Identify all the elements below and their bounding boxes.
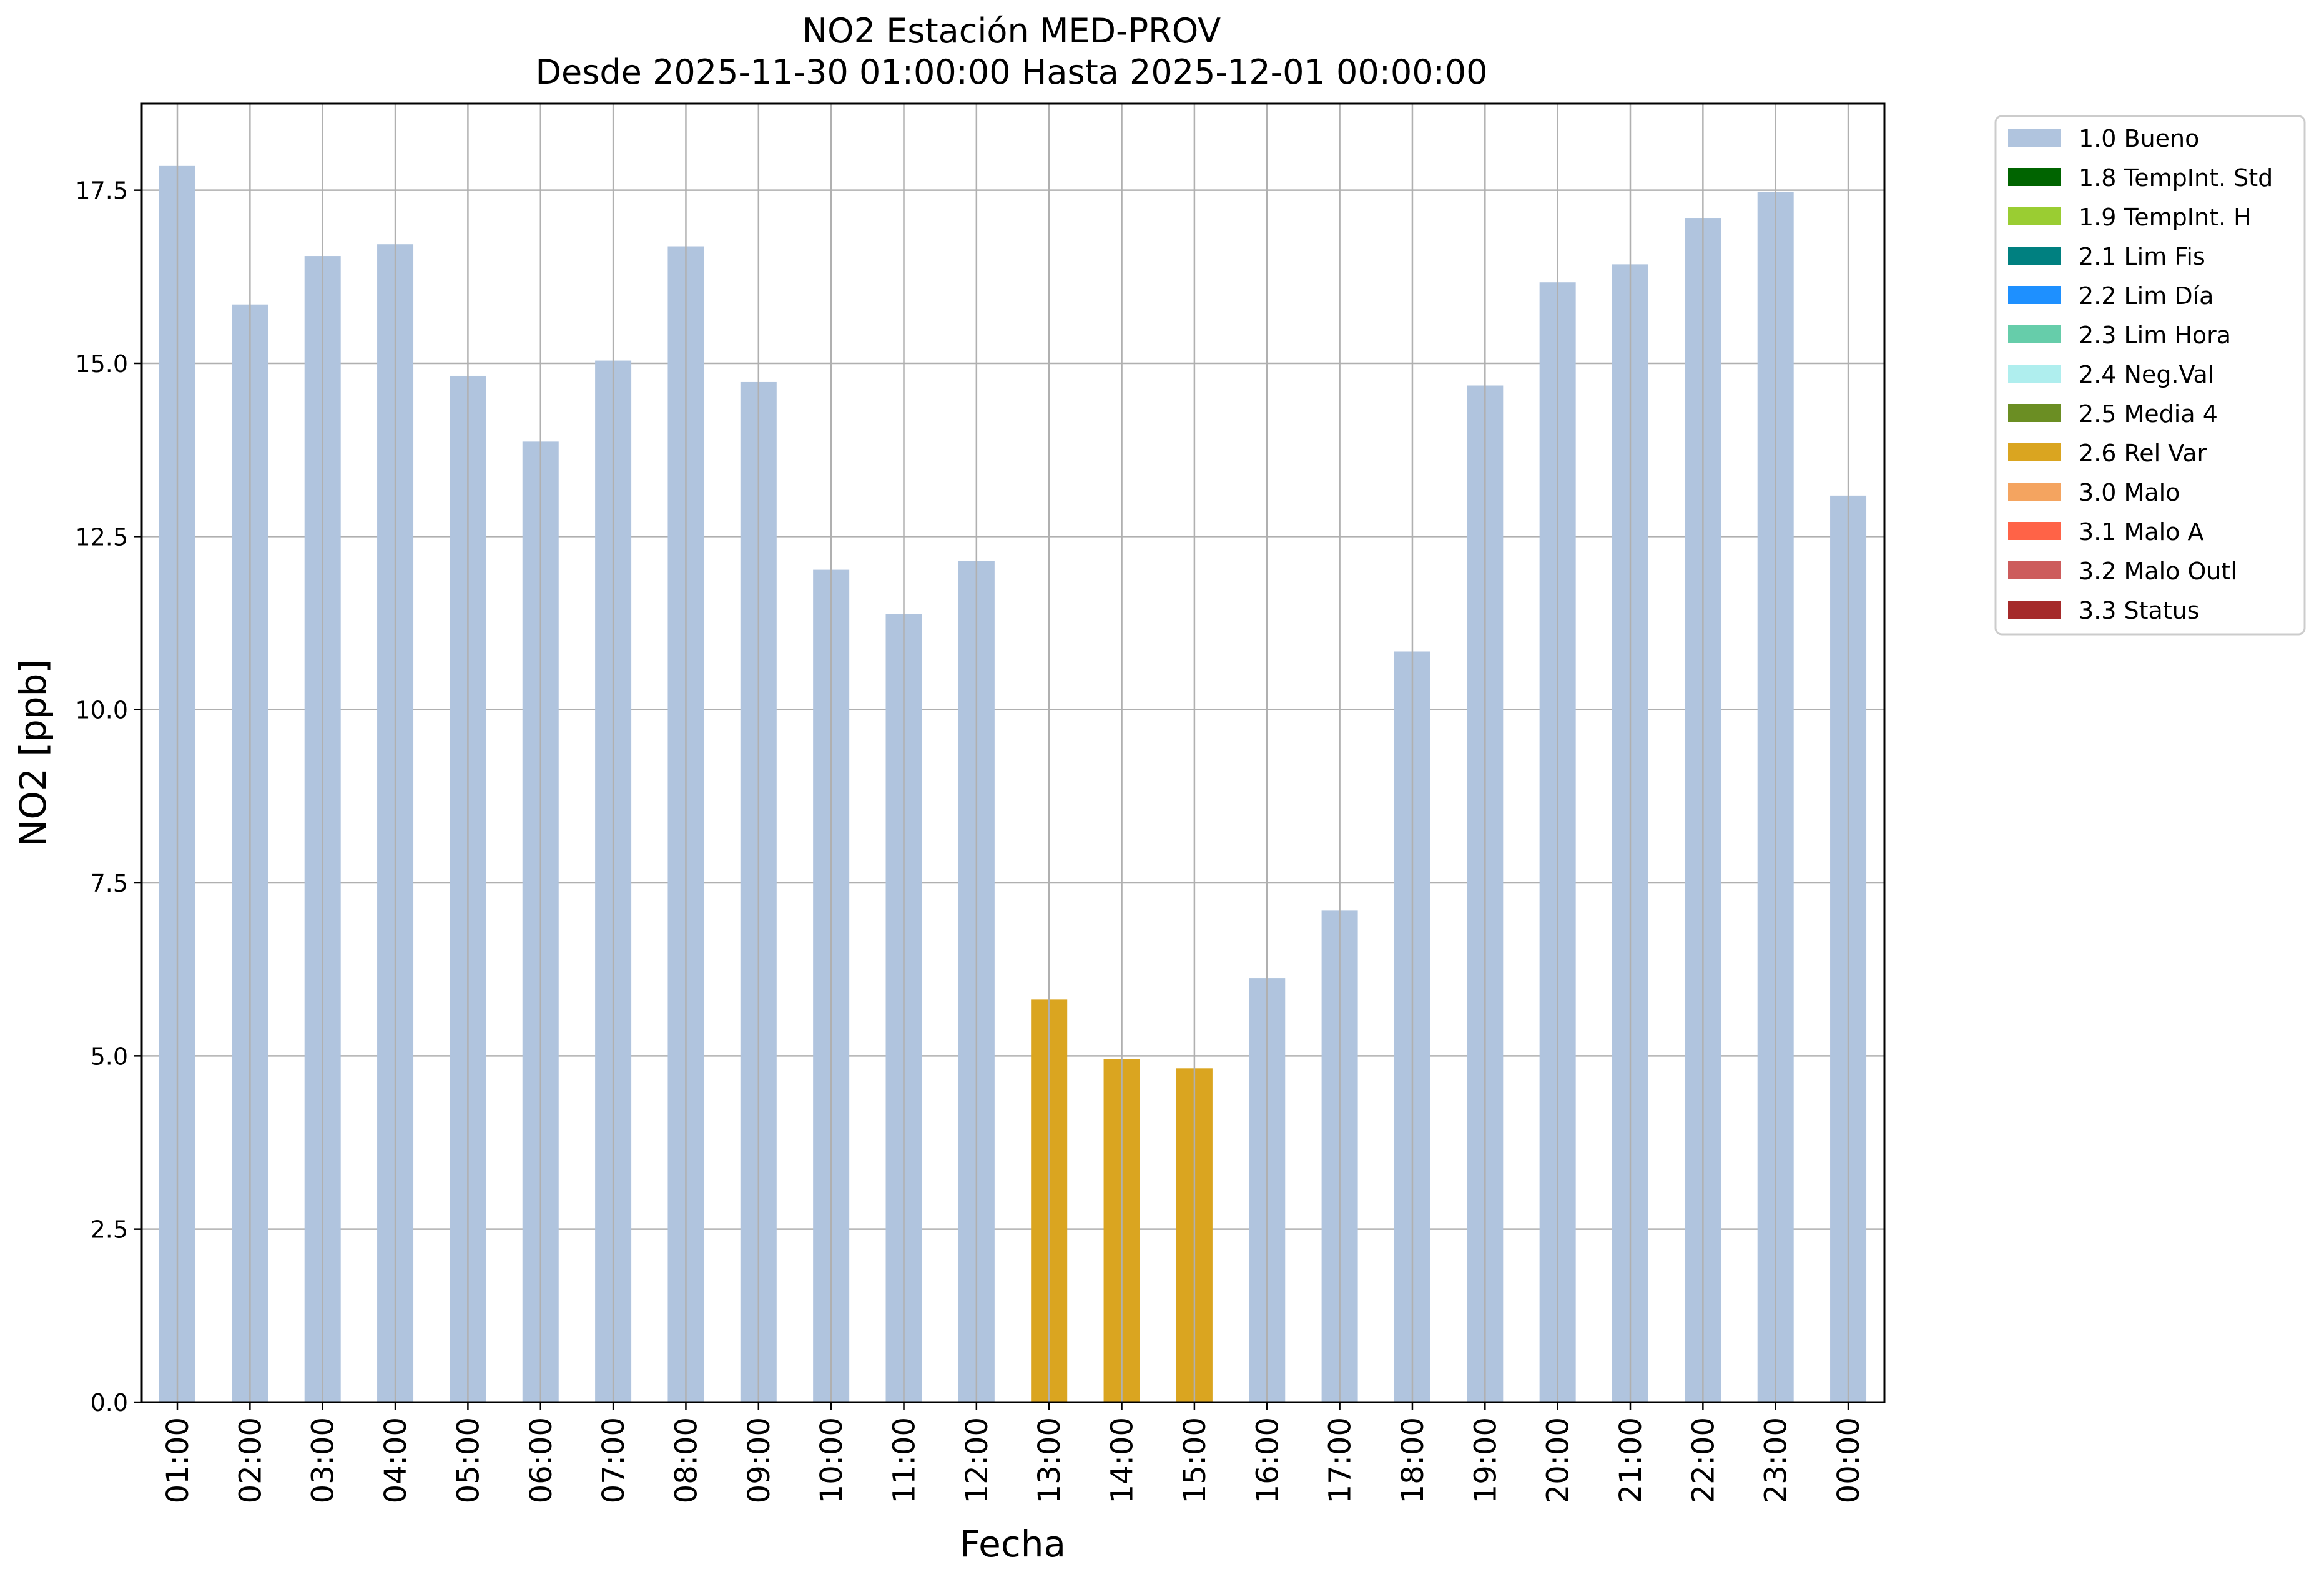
x-tick-label: 18:00 — [1396, 1417, 1430, 1503]
legend-swatch — [2008, 601, 2061, 619]
x-tick-label: 12:00 — [960, 1417, 995, 1503]
legend-label: 1.8 TempInt. Std — [2079, 164, 2273, 192]
x-tick-label: 10:00 — [814, 1417, 849, 1503]
x-tick-label: 19:00 — [1468, 1417, 1503, 1503]
legend-label: 2.5 Media 4 — [2079, 400, 2218, 428]
legend-swatch — [2008, 207, 2061, 225]
legend-label: 3.1 Malo A — [2079, 518, 2203, 546]
legend-swatch — [2008, 443, 2061, 461]
x-tick-label: 03:00 — [306, 1417, 341, 1503]
legend-swatch — [2008, 483, 2061, 501]
x-tick-label: 02:00 — [233, 1417, 268, 1503]
legend-label: 2.1 Lim Fis — [2079, 243, 2205, 270]
chart-title: NO2 Estación MED-PROV — [802, 11, 1221, 51]
legend-swatch — [2008, 247, 2061, 265]
legend-label: 2.3 Lim Hora — [2079, 322, 2231, 349]
x-tick-label: 21:00 — [1613, 1417, 1648, 1503]
y-axis: 0.0 2.5 5.0 7.5 10.0 12.5 15.0 17.5 — [75, 177, 142, 1417]
x-tick-label: 09:00 — [742, 1417, 777, 1503]
legend-swatch — [2008, 168, 2061, 186]
y-tick-label: 0.0 — [91, 1389, 128, 1417]
y-axis-label: NO2 [ppb] — [12, 659, 54, 847]
x-tick-label: 08:00 — [669, 1417, 704, 1503]
legend-label: 3.3 Status — [2079, 597, 2200, 624]
legend-label: 1.9 TempInt. H — [2079, 204, 2252, 231]
legend-label: 2.2 Lim Día — [2079, 282, 2213, 310]
legend-swatch — [2008, 522, 2061, 540]
y-tick-label: 15.0 — [75, 350, 128, 378]
legend-label: 3.0 Malo — [2079, 479, 2180, 506]
y-tick-label: 10.0 — [75, 697, 128, 724]
x-tick-label: 14:00 — [1105, 1417, 1140, 1503]
legend-swatch — [2008, 129, 2061, 147]
legend-swatch — [2008, 286, 2061, 304]
y-tick-label: 5.0 — [91, 1043, 128, 1070]
legend: 1.0 Bueno 1.8 TempInt. Std 1.9 TempInt. H 2… — [1994, 115, 2306, 636]
legend-swatch — [2008, 365, 2061, 383]
chart-subtitle: Desde 2025-11-30 01:00:00 Hasta 2025-12-… — [535, 52, 1488, 92]
x-tick-label: 17:00 — [1323, 1417, 1358, 1503]
grid-lines — [142, 189, 1884, 1403]
x-tick-label: 00:00 — [1831, 1417, 1866, 1503]
x-tick-label: 06:00 — [524, 1417, 559, 1503]
x-axis-label: Fecha — [960, 1523, 1066, 1565]
x-axis: 01:00 02:00 03:00 04:00 05:00 06:00 07:00 08:00… — [160, 1402, 1866, 1503]
legend-label: 1.0 Bueno — [2079, 125, 2199, 152]
x-tick-label: 01:00 — [160, 1417, 195, 1503]
x-tick-label: 05:00 — [451, 1417, 486, 1503]
legend-swatch — [2008, 561, 2061, 579]
legend-box — [1994, 115, 2306, 636]
y-tick-label: 7.5 — [91, 870, 128, 897]
x-tick-label: 07:00 — [596, 1417, 631, 1503]
x-tick-label: 20:00 — [1541, 1417, 1576, 1503]
x-tick-label: 13:00 — [1032, 1417, 1067, 1503]
x-tick-label: 15:00 — [1178, 1417, 1213, 1503]
x-tick-label: 04:00 — [378, 1417, 413, 1503]
x-tick-label: 11:00 — [887, 1417, 922, 1503]
bars — [159, 104, 1867, 1403]
y-tick-label: 2.5 — [91, 1216, 128, 1244]
x-tick-label: 22:00 — [1686, 1417, 1721, 1503]
legend-label: 3.2 Malo Outl — [2079, 558, 2237, 585]
legend-label: 2.4 Neg.Val — [2079, 361, 2214, 388]
legend-label: 2.6 Rel Var — [2079, 440, 2207, 467]
legend-swatch — [2008, 404, 2061, 422]
y-tick-label: 12.5 — [75, 523, 128, 551]
x-tick-label: 23:00 — [1759, 1417, 1794, 1503]
x-tick-label: 16:00 — [1250, 1417, 1285, 1503]
y-tick-label: 17.5 — [75, 177, 128, 205]
legend-swatch — [2008, 325, 2061, 343]
plot-frame — [140, 102, 1886, 1403]
